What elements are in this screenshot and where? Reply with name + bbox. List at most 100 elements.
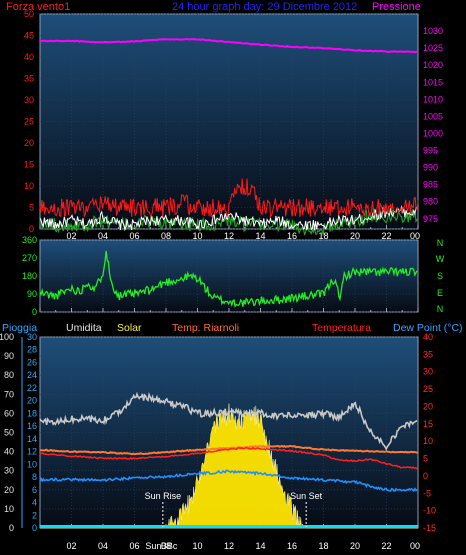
wind-tick-label: 25: [24, 117, 34, 127]
humidity-tick-label: 2: [32, 510, 37, 520]
pressure-tick-label: 990: [423, 163, 438, 173]
humidity-tick-label: 4: [32, 498, 37, 508]
x-tick-label: 02: [66, 541, 76, 551]
solar-legend: Solar: [117, 322, 142, 334]
temp-tick-label: 30: [423, 367, 433, 377]
wind-tick-label: 30: [24, 95, 34, 105]
wind-tick-label: 15: [24, 160, 34, 170]
rain-tick-label: 40: [4, 447, 14, 457]
wind-tick-label: 0: [29, 224, 34, 234]
temp-index-line: [40, 444, 419, 456]
x-extra-label: Sun: [145, 541, 161, 551]
wind-tick-label: 35: [24, 74, 34, 84]
compass-label: N: [437, 238, 444, 248]
temperature-line: [40, 446, 419, 470]
pressure-tick-label: 1005: [423, 111, 443, 121]
wind-tick-label: 40: [24, 52, 34, 62]
humidity-tick-label: 6: [32, 485, 37, 495]
pressure-tick-label: 1000: [423, 128, 443, 138]
pressure-tick-label: 1030: [423, 26, 443, 36]
x-tick-label: 16: [287, 231, 297, 241]
compass-label: W: [436, 254, 445, 264]
x-tick-label: 12: [224, 541, 234, 551]
pressure-axis-title: Pressione: [372, 1, 421, 13]
sunset-label: Sun Set: [290, 491, 323, 501]
compass-label: N: [437, 304, 444, 314]
sunrise-label: Sun Rise: [145, 491, 182, 501]
rain-tick-label: 80: [4, 370, 14, 380]
temp-tick-label: -15: [423, 523, 436, 533]
direction-tick-label: 90: [27, 289, 37, 299]
wind-tick-label: 50: [24, 9, 34, 19]
wind-tick-label: 45: [24, 31, 34, 41]
x-tick-label: 10: [192, 231, 202, 241]
temp-tick-label: 5: [423, 454, 428, 464]
x-tick-label: 06: [129, 231, 139, 241]
rain-tick-label: 60: [4, 408, 14, 418]
pressure-tick-label: 1025: [423, 43, 443, 53]
humidity-line: [39, 391, 418, 451]
humidity-tick-label: 22: [27, 383, 37, 393]
pressure-tick-label: 1010: [423, 94, 443, 104]
temp-index-legend: Temp. Riarnoli: [172, 322, 239, 334]
rain-tick-label: 90: [4, 351, 14, 361]
x-tick-label: 16: [287, 541, 297, 551]
temp-tick-label: -10: [423, 506, 436, 516]
humidity-tick-label: 12: [27, 447, 37, 457]
x-tick-label: 08: [161, 231, 171, 241]
humidity-tick-label: 10: [27, 459, 37, 469]
x-tick-label: 20: [350, 231, 360, 241]
temperature-legend: Temperatura: [312, 322, 371, 334]
rain-tick-label: 20: [4, 485, 14, 495]
x-tick-label: 14: [255, 541, 265, 551]
rain-tick-label: 70: [4, 389, 14, 399]
direction-tick-label: 180: [22, 271, 37, 281]
rain-tick-label: 10: [4, 504, 14, 514]
x-tick-label: 20: [350, 541, 360, 551]
compass-label: E: [437, 288, 443, 298]
humidity-tick-label: 30: [27, 332, 37, 342]
humidity-tick-label: 18: [27, 408, 37, 418]
x-tick-label: 18: [318, 231, 328, 241]
dewpoint-legend: Dew Point (°C): [393, 322, 463, 334]
rain-tick-label: 30: [4, 466, 14, 476]
pressure-tick-label: 995: [423, 146, 438, 156]
wind-tick-label: 20: [24, 138, 34, 148]
pressure-tick-label: 975: [423, 214, 438, 224]
direction-tick-label: 360: [22, 235, 37, 245]
chart-title: 24 hour graph day: 29 Dicembre 2012: [172, 1, 357, 13]
wind-tick-label: 5: [29, 203, 34, 213]
wind-speed-line: [39, 178, 419, 219]
pressure-tick-label: 1015: [423, 77, 443, 87]
temp-tick-label: 40: [423, 332, 433, 342]
rain-tick-label: 0: [9, 523, 14, 533]
temp-tick-label: 25: [423, 384, 433, 394]
x-tick-label: 22: [381, 541, 391, 551]
x-tick-label: 14: [255, 231, 265, 241]
rain-axis-title: Pioggia: [2, 322, 37, 334]
x-tick-label: 08: [161, 541, 171, 551]
humidity-tick-label: 8: [32, 472, 37, 482]
rain-tick-label: 100: [0, 332, 14, 342]
humidity-tick-label: 28: [27, 345, 37, 355]
temp-tick-label: 15: [423, 419, 433, 429]
chart-dynamic-layer: 0510152025303540455097598098599099510001…: [0, 9, 445, 551]
x-tick-label: 10: [192, 541, 202, 551]
humidity-tick-label: 20: [27, 396, 37, 406]
x-tick-label: 22: [381, 231, 391, 241]
compass-label: S: [437, 271, 443, 281]
pressure-line: [39, 37, 419, 54]
wind-axis-title: Forza vento1: [6, 1, 70, 13]
temp-tick-label: -5: [423, 488, 431, 498]
temp-tick-label: 35: [423, 349, 433, 359]
humidity-tick-label: 26: [27, 357, 37, 367]
temp-tick-label: 0: [423, 471, 428, 481]
temp-tick-label: 10: [423, 436, 433, 446]
humidity-tick-label: 24: [27, 370, 37, 380]
x-tick-label: 06: [129, 541, 139, 551]
rain-tick-label: 50: [4, 428, 14, 438]
direction-tick-label: 0: [32, 307, 37, 317]
x-tick-label: 12: [224, 231, 234, 241]
x-tick-label: 04: [98, 231, 108, 241]
